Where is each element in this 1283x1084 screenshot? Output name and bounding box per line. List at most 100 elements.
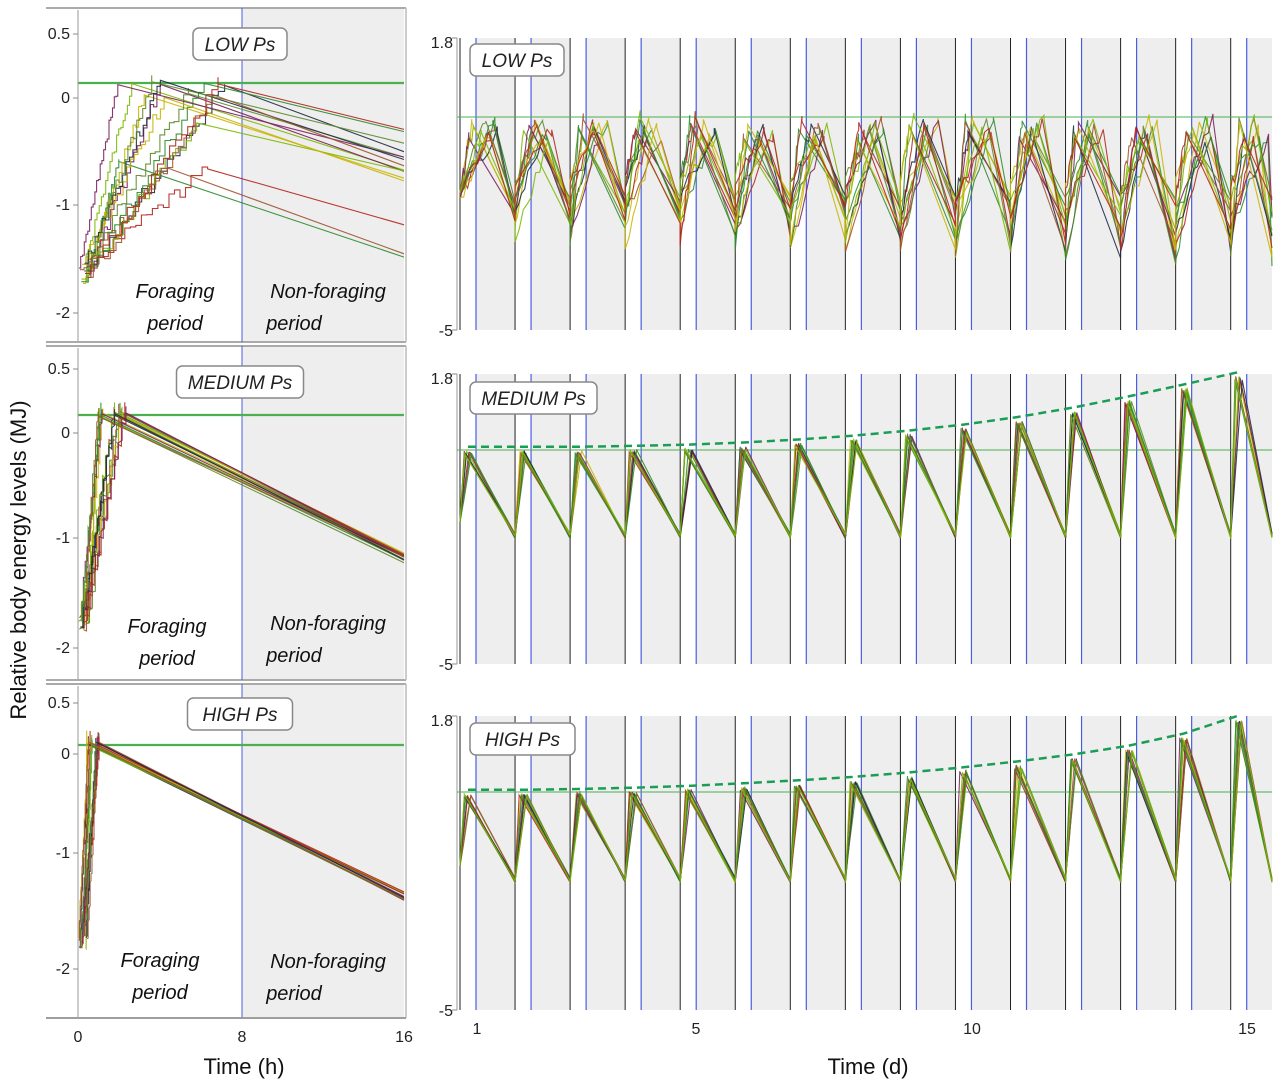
left-x-axis: 0 8 16 Time (h) xyxy=(46,1017,413,1079)
series-line xyxy=(459,378,1273,540)
nonforaging-column xyxy=(861,38,901,330)
y-tick-label: -2 xyxy=(56,305,70,322)
left-panel-low: 0.5 0 -1 -2 LOW Ps Foraging period Non-foraging… xyxy=(46,7,407,343)
panel-label: HIGH Ps xyxy=(203,705,278,726)
left-x-tick-8: 8 xyxy=(238,1029,247,1046)
series-line xyxy=(459,111,1273,250)
left-x-tick-16: 16 xyxy=(395,1029,413,1046)
nonforaging-label: Non-foraging xyxy=(270,951,386,973)
series-line xyxy=(79,83,405,269)
y-tick-label: 0 xyxy=(61,425,70,442)
right-x-axis: 1 5 10 15 Time (d) xyxy=(473,1021,1256,1079)
series-line xyxy=(86,75,405,271)
nonforaging-column xyxy=(696,716,736,1010)
panel-label: HIGH Ps xyxy=(485,730,560,751)
series-line xyxy=(87,93,405,278)
series-line xyxy=(459,721,1273,883)
series-line xyxy=(79,406,405,630)
y-tick-label: 1.8 xyxy=(431,713,453,730)
nonforaging-label: Non-foraging xyxy=(270,613,386,635)
right-panels: 1.8 -5 LOW Ps 1.8 -5 MEDIUM Ps 1.8 -5 HIGH Ps xyxy=(431,35,1273,1020)
right-x-tick-1: 1 xyxy=(473,1021,482,1038)
left-panel-medium: 0.5 0 -1 -2 MEDIUM Ps Foraging period Non-forag… xyxy=(46,345,407,681)
panel-label-box xyxy=(175,365,305,399)
panel-label: MEDIUM Ps xyxy=(481,389,586,410)
nonforaging-label: period xyxy=(265,983,322,1005)
nonforaging-column xyxy=(971,716,1011,1010)
series-line xyxy=(84,88,405,265)
foraging-label: period xyxy=(138,648,195,670)
series-line xyxy=(78,739,405,941)
nonforaging-column xyxy=(696,374,736,664)
nonforaging-column xyxy=(531,716,571,1010)
series-line xyxy=(459,113,1273,267)
y-tick-label: -2 xyxy=(56,961,70,978)
nonforaging-column xyxy=(806,374,846,664)
y-tick-label: 0.5 xyxy=(48,695,70,712)
nonforaging-label: period xyxy=(265,645,322,667)
y-tick-label: -5 xyxy=(439,657,453,674)
y-tick-label: 0 xyxy=(61,90,70,107)
y-tick-label: 1.8 xyxy=(431,371,453,388)
nonforaging-shade xyxy=(242,8,404,342)
right-panel-medium: 1.8 -5 MEDIUM Ps xyxy=(431,370,1273,674)
y-tick-label: 0 xyxy=(61,746,70,763)
series-line xyxy=(82,736,405,938)
left-x-tick-0: 0 xyxy=(74,1029,83,1046)
y-tick-label: -5 xyxy=(439,1003,453,1020)
nonforaging-shade xyxy=(242,684,404,1018)
foraging-label: Foraging xyxy=(128,616,207,638)
nonforaging-column xyxy=(476,38,516,330)
right-x-axis-title: Time (d) xyxy=(827,1054,908,1079)
panel-label-box xyxy=(469,381,598,415)
series-line xyxy=(86,166,405,269)
nonforaging-column xyxy=(641,716,681,1010)
series-line xyxy=(459,119,1273,258)
nonforaging-column xyxy=(861,716,901,1010)
nonforaging-label: period xyxy=(265,313,322,335)
nonforaging-column xyxy=(806,38,846,330)
nonforaging-column xyxy=(916,716,956,1010)
nonforaging-column xyxy=(1246,38,1272,330)
series-line xyxy=(87,83,405,279)
series-line xyxy=(459,378,1273,540)
nonforaging-column xyxy=(476,716,516,1010)
nonforaging-label: Non-foraging xyxy=(270,281,386,303)
left-panels: 0.5 0 -1 -2 LOW Ps Foraging period Non-foraging… xyxy=(46,7,407,1019)
panel-label-box xyxy=(186,697,294,731)
series-line xyxy=(459,379,1273,540)
series-line xyxy=(87,408,405,624)
right-x-tick-10: 10 xyxy=(963,1021,981,1038)
series-line xyxy=(84,79,405,264)
left-panel-high: 0.5 0 -1 -2 HIGH Ps Foraging period Non-foragin… xyxy=(46,683,407,1019)
right-x-tick-15: 15 xyxy=(1238,1021,1256,1038)
right-panel-low: 1.8 -5 LOW Ps xyxy=(431,35,1273,340)
nonforaging-column xyxy=(696,38,736,330)
panel-label: MEDIUM Ps xyxy=(188,373,293,394)
nonforaging-column xyxy=(586,374,626,664)
foraging-label: Foraging xyxy=(136,281,215,303)
nonforaging-column xyxy=(861,374,901,664)
panel-label: LOW Ps xyxy=(482,51,553,72)
series-line xyxy=(82,96,405,265)
panel-label-box xyxy=(469,722,576,756)
panel-label: LOW Ps xyxy=(205,35,276,56)
nonforaging-column xyxy=(751,716,791,1010)
y-tick-label: -2 xyxy=(56,640,70,657)
panel-label-box xyxy=(469,43,565,77)
nonforaging-column xyxy=(916,374,956,664)
nonforaging-column xyxy=(476,374,516,664)
y-tick-label: 1.8 xyxy=(431,35,453,52)
right-x-tick-5: 5 xyxy=(692,1021,701,1038)
y-tick-label: -5 xyxy=(439,323,453,340)
y-tick-label: 0.5 xyxy=(48,361,70,378)
nonforaging-column xyxy=(586,716,626,1010)
nonforaging-column xyxy=(1136,38,1176,330)
foraging-label: period xyxy=(146,313,203,335)
series-line xyxy=(86,733,405,940)
series-line xyxy=(459,113,1273,254)
series-line xyxy=(82,411,405,626)
foraging-label: period xyxy=(131,982,188,1004)
foraging-label: Foraging xyxy=(121,950,200,972)
